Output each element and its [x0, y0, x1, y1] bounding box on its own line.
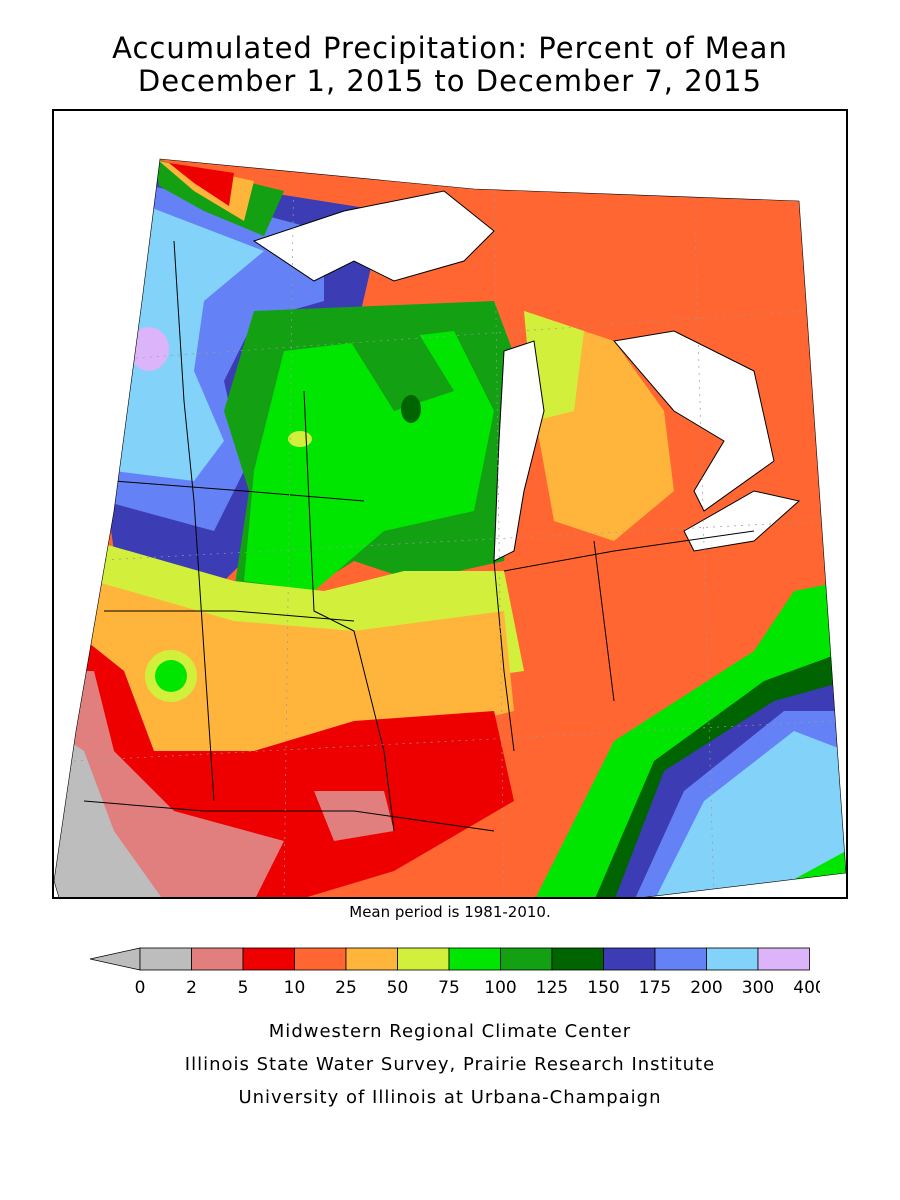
- legend-swatch: [397, 947, 450, 971]
- legend-swatch: [191, 947, 244, 971]
- legend-swatch: [654, 947, 707, 971]
- legend-swatch: [500, 947, 553, 971]
- zone-0-2-sw: [54, 731, 164, 897]
- color-legend: 02510255075100125150175200300400: [89, 946, 826, 1006]
- legend-below-arrow: [89, 947, 141, 971]
- legend-swatch: [603, 947, 656, 971]
- lake-michigan: [493, 340, 545, 562]
- lake-superior: [252, 190, 495, 282]
- zone-100-125-wi: [344, 326, 454, 411]
- legend-swatch: [139, 947, 192, 971]
- lake-huron: [613, 330, 775, 512]
- legend-tick-label: 2: [186, 978, 197, 998]
- zone-200-300: [114, 201, 264, 481]
- legend-swatch: [551, 947, 604, 971]
- zone-125-150-wi: [401, 395, 421, 423]
- legend-swatch: [757, 947, 810, 971]
- map-title-line-1: Accumulated Precipitation: Percent of Me…: [112, 31, 788, 65]
- zone-200-300-se: [654, 731, 846, 897]
- credit-line-1: Midwestern Regional Climate Center: [268, 1021, 632, 1042]
- zone-300-400: [129, 327, 169, 371]
- map-title-line-2: December 1, 2015 to December 7, 2015: [137, 64, 763, 98]
- zone-2-5-mo: [314, 791, 394, 841]
- graticule: [73, 159, 835, 897]
- legend-swatch: [294, 947, 347, 971]
- state-borders: [83, 240, 755, 832]
- legend-tick-label: 5: [238, 978, 249, 998]
- legend-swatch: [345, 947, 398, 971]
- legend-swatch: [706, 947, 759, 971]
- legend-tick-label: 100: [484, 978, 516, 998]
- zone-75-100-ne: [155, 660, 187, 692]
- legend-tick-label: 175: [639, 978, 671, 998]
- mean-period-note: Mean period is 1981-2010.: [349, 903, 551, 921]
- legend-tick-label: 25: [335, 978, 357, 998]
- legend-swatch: [448, 947, 501, 971]
- legend-tick-label: 300: [742, 978, 774, 998]
- legend-tick-label: 0: [135, 978, 146, 998]
- credit-line-2: Illinois State Water Survey, Prairie Res…: [184, 1054, 716, 1075]
- precipitation-map: [52, 109, 848, 899]
- credit-line-3: University of Illinois at Urbana-Champai…: [238, 1087, 662, 1108]
- legend-tick-label: 200: [690, 978, 722, 998]
- legend-bar: 02510255075100125150175200300400: [89, 947, 826, 998]
- legend-tick-label: 75: [438, 978, 460, 998]
- legend-tick-label: 10: [284, 978, 306, 998]
- region-outline: [54, 158, 846, 897]
- zone-5-10-nw: [169, 163, 234, 206]
- legend-tick-label: 150: [587, 978, 619, 998]
- legend-tick-label: 50: [387, 978, 409, 998]
- legend-swatch: [242, 947, 295, 971]
- legend-tick-label: 400: [793, 978, 820, 998]
- lake-erie: [683, 490, 801, 552]
- legend-tick-label: 125: [536, 978, 568, 998]
- zone-50-75-wi: [288, 431, 312, 447]
